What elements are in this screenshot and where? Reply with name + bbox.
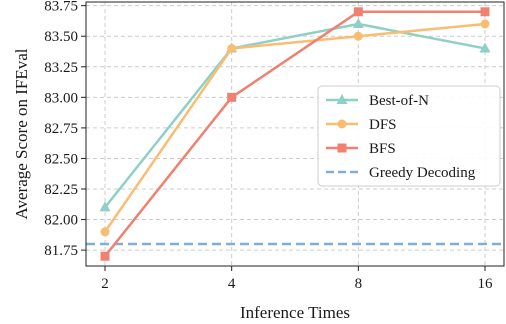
data-point: [353, 31, 363, 41]
y-tick-label: 82.25: [44, 182, 78, 198]
x-tick-label: 2: [101, 276, 109, 292]
legend-label: Best-of-N: [369, 93, 429, 109]
legend-box: [317, 85, 501, 187]
data-point: [227, 92, 237, 102]
legend-label: DFS: [369, 117, 397, 133]
series-line: [103, 22, 486, 233]
legend-entry-best-of-n: Best-of-N: [326, 93, 429, 109]
x-tick-label: 4: [228, 276, 236, 292]
y-tick-label: 83.00: [44, 90, 78, 106]
series-group: [99, 7, 491, 261]
series-dfs: [100, 19, 490, 237]
data-point: [99, 201, 111, 212]
legend-marker: [337, 119, 347, 129]
y-axis-title: Average Score on IFEval: [12, 48, 31, 219]
axes: 2 4 8 16 81.75 82.00 82.25 82.50 82.75 83.00 83.25…: [44, 0, 493, 292]
y-tick-label: 82.00: [44, 213, 78, 229]
y-tick-label: 82.75: [44, 121, 78, 137]
y-tick-label: 82.50: [44, 151, 78, 167]
series-bfs: [100, 7, 490, 261]
series-line: [104, 22, 486, 209]
series-line: [104, 10, 485, 258]
y-tick-label: 81.75: [44, 243, 78, 259]
legend-entry-bfs: BFS: [326, 141, 396, 157]
legend-entry-dfs: DFS: [326, 117, 397, 133]
y-tick-label: 83.75: [44, 0, 78, 15]
y-tick-label: 83.50: [44, 29, 78, 45]
data-point: [227, 43, 237, 53]
plot-frame: [85, 1, 505, 267]
legend-entry-greedy-decoding: Greedy Decoding: [326, 165, 476, 181]
legend-marker: [336, 94, 348, 104]
legend-marker: [337, 143, 347, 153]
data-point: [480, 7, 490, 17]
data-point: [352, 18, 364, 28]
data-point: [353, 7, 363, 17]
data-point: [100, 227, 110, 237]
data-point: [479, 42, 491, 53]
legend-label: BFS: [369, 141, 396, 157]
x-axis-title: Inference Times: [240, 303, 350, 322]
x-tick-label: 8: [355, 276, 363, 292]
x-tick-label: 16: [478, 276, 494, 292]
legend-label: Greedy Decoding: [369, 165, 476, 181]
y-tick-label: 83.25: [44, 60, 78, 76]
data-point: [480, 19, 490, 29]
data-point: [100, 251, 110, 261]
legend: Best-of-N DFS BFS Greedy Decoding: [317, 85, 501, 187]
